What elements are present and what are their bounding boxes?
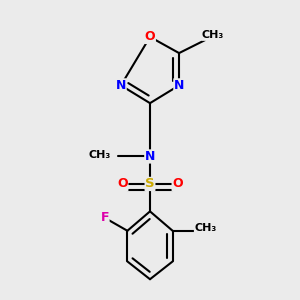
Text: N: N: [145, 150, 155, 163]
Text: N: N: [116, 79, 126, 92]
Text: S: S: [145, 177, 155, 190]
Text: N: N: [174, 79, 184, 92]
Text: CH₃: CH₃: [89, 150, 111, 160]
Text: O: O: [145, 30, 155, 44]
Text: O: O: [117, 177, 128, 190]
Text: O: O: [172, 177, 183, 190]
Text: CH₃: CH₃: [202, 30, 224, 40]
Text: CH₃: CH₃: [194, 223, 217, 232]
Text: F: F: [100, 211, 109, 224]
